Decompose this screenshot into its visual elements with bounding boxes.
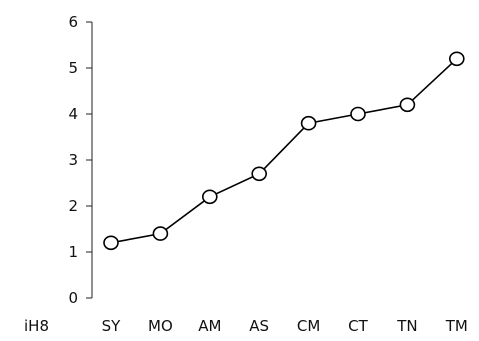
x-tick-labels: SY MO AM AS CM CT TN TM [102, 317, 468, 335]
data-point [103, 235, 119, 251]
x-tick-label: TN [396, 317, 417, 335]
x-tick-label: AS [249, 317, 269, 335]
y-tick-label: 1 [68, 243, 78, 261]
y-tick-label: 3 [68, 151, 78, 169]
data-point [152, 226, 169, 241]
y-tick-label: 2 [68, 197, 78, 215]
x-tick-label: MO [148, 317, 173, 335]
x-tick-label: CM [297, 317, 320, 335]
y-tick-labels: 0 1 2 3 4 5 6 [68, 13, 78, 307]
data-point [448, 51, 465, 67]
x-tick-label: AM [198, 317, 221, 335]
data-point [251, 166, 268, 182]
data-points [103, 51, 465, 251]
x-tick-label: TM [445, 317, 468, 335]
y-tick-label: 0 [68, 289, 78, 307]
y-axis [86, 21, 93, 299]
x-axis-label: iH8 [24, 317, 49, 335]
series [110, 58, 458, 244]
y-tick-label: 5 [68, 59, 78, 77]
data-point [202, 189, 218, 205]
y-tick-label: 4 [68, 105, 78, 123]
data-point [350, 106, 366, 122]
series-line [110, 58, 458, 244]
data-point [300, 115, 317, 131]
x-tick-label: CT [348, 317, 368, 335]
y-tick-label: 6 [68, 13, 78, 31]
x-tick-label: SY [102, 317, 122, 335]
data-point [399, 97, 416, 113]
